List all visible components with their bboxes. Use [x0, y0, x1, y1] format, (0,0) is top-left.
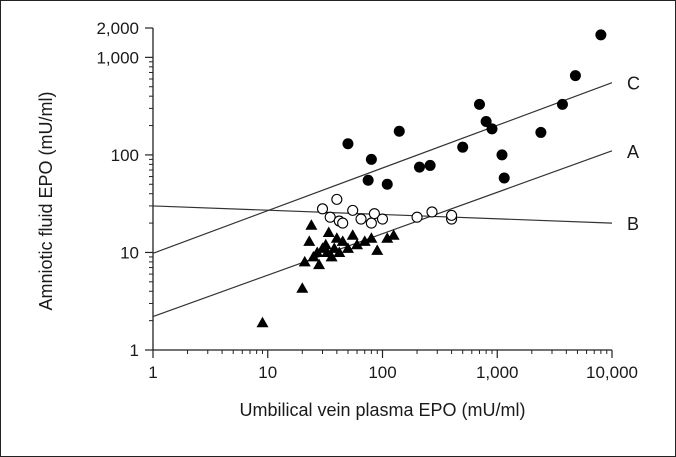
triangle-point — [325, 250, 338, 262]
filled-circle-point — [498, 172, 510, 184]
plot-area: 1 10 100 1,000 10,000 1 10 100 1,000 2,000 C A B — [96, 19, 640, 382]
triangle-point — [358, 235, 371, 246]
filled-circle-point — [342, 138, 354, 150]
triangle-point — [333, 246, 346, 257]
open-circle-point — [316, 203, 329, 215]
triangle-point — [319, 238, 332, 250]
regression-line-c — [152, 82, 613, 254]
triangle-point — [381, 232, 394, 243]
filled-circle-point — [381, 178, 393, 190]
filled-circle-point — [457, 141, 469, 153]
x-axis-title: Umbilical vein plasma EPO (mU/ml) — [239, 400, 525, 420]
filled-circle-point — [556, 98, 568, 110]
x-tick-label: 1,000 — [476, 363, 519, 382]
filled-circle-point — [362, 174, 374, 186]
filled-circle-point — [424, 159, 436, 171]
y-axis-title: Amniotic fluid EPO (mU/ml) — [36, 91, 56, 310]
y-tick-label: 100 — [111, 146, 139, 165]
filled-circle-point — [413, 161, 425, 173]
y-tick-label: 1,000 — [96, 48, 139, 67]
triangle-point — [330, 232, 343, 243]
y-tick-label: 1 — [130, 341, 139, 360]
open-circle-point — [368, 208, 380, 220]
open-circle-point — [376, 213, 389, 225]
triangle-point — [371, 244, 384, 255]
open-circle-point — [426, 206, 438, 218]
triangle-point — [336, 235, 349, 246]
line-label-c: C — [627, 74, 640, 94]
regression-line-a — [152, 150, 613, 318]
x-tick-label: 100 — [368, 363, 396, 382]
filled-circle-point — [595, 29, 607, 41]
open-circle-point — [324, 211, 336, 223]
triangle-point — [305, 219, 318, 230]
y-tick-label: 2,000 — [96, 19, 139, 38]
open-circle-point — [411, 211, 423, 223]
open-circle-point — [365, 217, 377, 229]
y-tick-label: 10 — [120, 243, 139, 262]
filled-circle-point — [480, 116, 492, 128]
x-tick-label: 1 — [148, 363, 157, 382]
filled-circle-point — [393, 125, 405, 137]
triangle-point — [346, 229, 359, 240]
filled-circle-point — [365, 153, 377, 165]
triangle-point — [256, 316, 269, 328]
filled-circle-point — [535, 126, 547, 138]
filled-circle-point — [569, 70, 581, 82]
filled-circle-point — [496, 149, 508, 161]
filled-circle-point — [473, 98, 485, 110]
open-circle-point — [347, 204, 359, 216]
triangle-point — [322, 226, 335, 238]
open-circle-point — [355, 213, 367, 225]
triangle-point — [341, 242, 354, 253]
triangle-point — [313, 258, 326, 270]
line-label-b: B — [627, 214, 639, 234]
triangle-point — [365, 232, 378, 243]
triangle-point — [298, 255, 311, 267]
triangle-point — [296, 282, 309, 293]
x-tick-label: 10 — [258, 363, 277, 382]
triangle-point — [351, 238, 364, 250]
triangle-point — [387, 229, 400, 240]
open-circle-point — [446, 209, 458, 221]
open-circle-point — [331, 193, 343, 205]
open-circle-point — [337, 217, 349, 229]
x-tick-label: 10,000 — [586, 363, 638, 382]
triangle-point — [303, 235, 316, 246]
line-label-a: A — [627, 142, 639, 162]
filled-circle-point — [486, 123, 498, 135]
